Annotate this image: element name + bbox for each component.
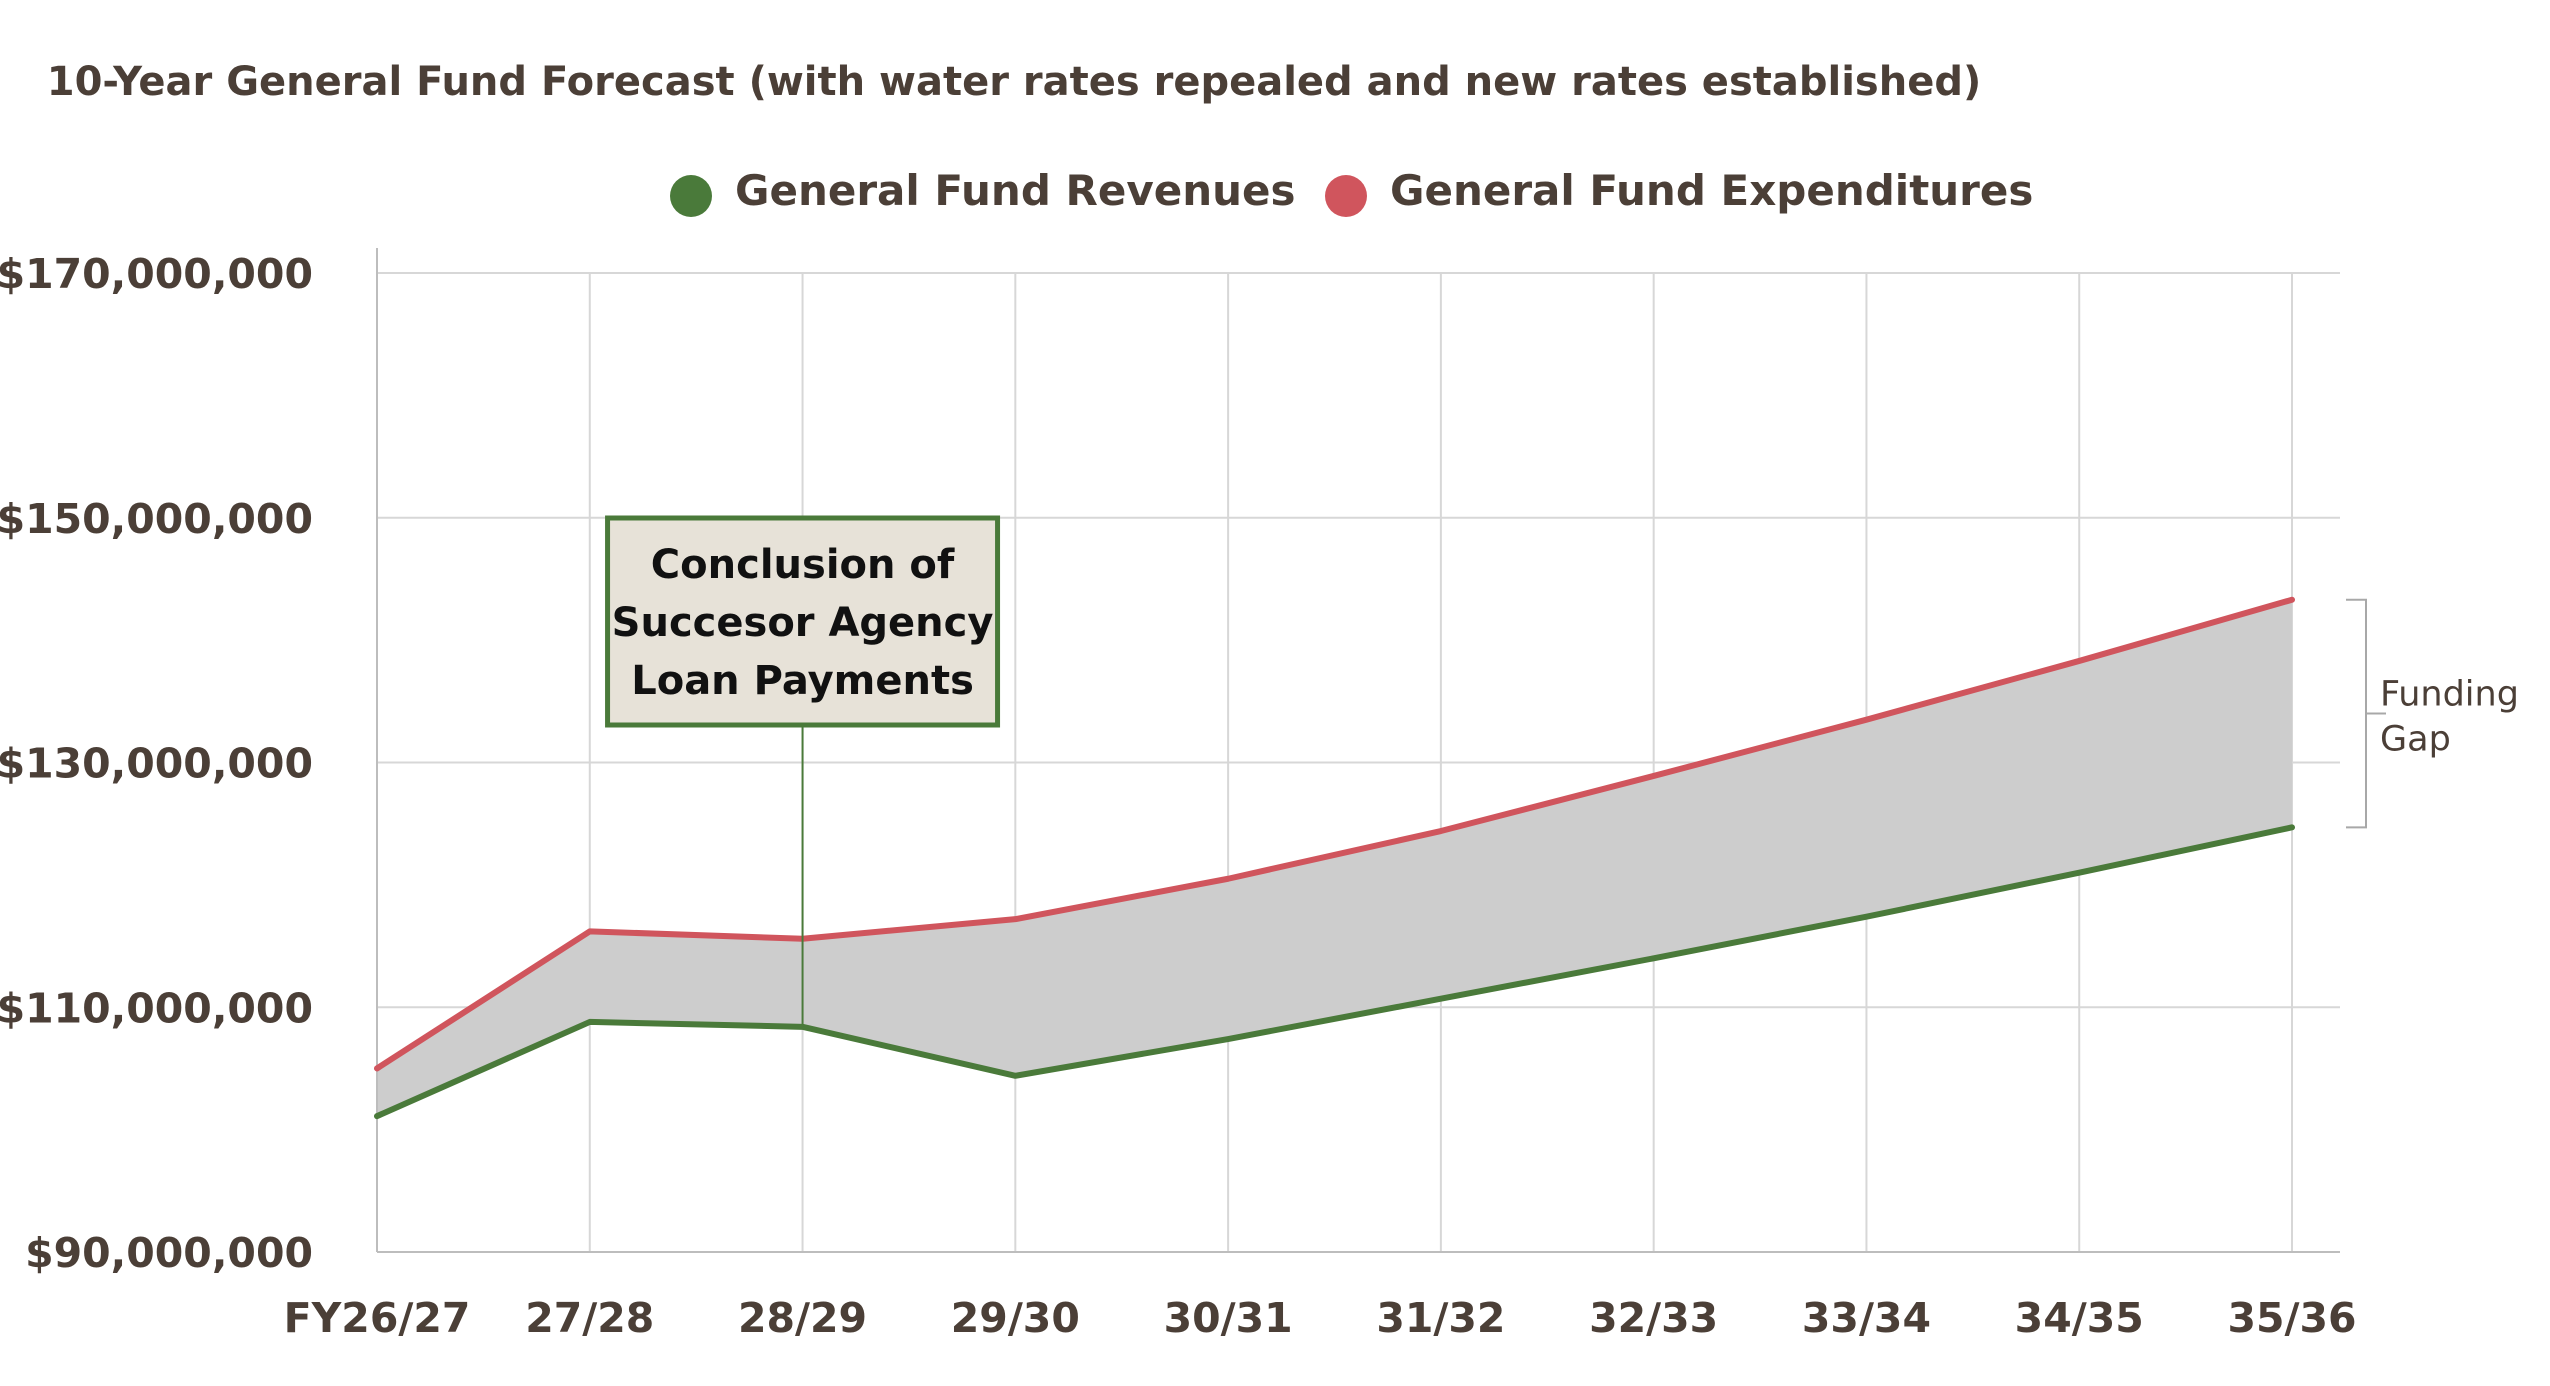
x-tick-label-0: FY26/27 — [284, 1294, 471, 1342]
series-line-1 — [374, 596, 2295, 1072]
axes — [376, 248, 2340, 1253]
y-tick-label-4: $170,000,000 — [0, 250, 313, 298]
legend-marker-1 — [1325, 175, 1367, 217]
x-tick-label-8: 34/35 — [2015, 1294, 2144, 1342]
y-tick-label-3: $150,000,000 — [0, 495, 313, 543]
gap-label-line-0: Funding — [2380, 675, 2519, 715]
legend-label-1: General Fund Expenditures — [1390, 166, 2033, 215]
annotation-text-line-2: Loan Payments — [631, 658, 974, 704]
x-tick-label-2: 28/29 — [738, 1294, 867, 1342]
x-tick-label-7: 33/34 — [1802, 1294, 1931, 1342]
x-axis-tick-labels: FY26/27 27/28 28/29 29/30 30/31 31/32 32/33 33/… — [284, 1294, 2357, 1342]
legend-label-0: General Fund Revenues — [735, 166, 1295, 215]
series-lines — [374, 596, 2295, 1120]
y-axis-tick-labels: $90,000,000 $110,000,000 $130,000,000 $150,… — [0, 250, 313, 1277]
x-tick-label-1: 27/28 — [525, 1294, 654, 1342]
y-tick-label-1: $110,000,000 — [0, 984, 313, 1032]
y-tick-label-2: $130,000,000 — [0, 740, 313, 788]
x-tick-label-4: 30/31 — [1164, 1294, 1293, 1342]
chart-title: 10-Year General Fund Forecast (with wate… — [47, 59, 1982, 105]
funding-gap-bracket: Funding Gap — [2346, 598, 2519, 829]
annotation-text-line-0: Conclusion of — [651, 542, 955, 588]
series-line-0 — [374, 824, 2295, 1120]
annotation-box — [605, 515, 1001, 728]
annotation-text-line-1: Succesor Agency — [612, 600, 994, 646]
legend: General Fund Revenues General Fund Expend… — [670, 166, 2033, 217]
x-tick-label-6: 32/33 — [1589, 1294, 1718, 1342]
x-tick-label-3: 29/30 — [951, 1294, 1080, 1342]
y-tick-label-0: $90,000,000 — [25, 1229, 313, 1277]
x-tick-label-5: 31/32 — [1376, 1294, 1505, 1342]
x-tick-label-9: 35/36 — [2227, 1294, 2356, 1342]
gap-label-line-1: Gap — [2380, 720, 2451, 760]
legend-marker-0 — [670, 175, 712, 217]
annotation-callout: Conclusion of Succesor Agency Loan Payment… — [605, 515, 1001, 1027]
gap-bracket-line — [2346, 598, 2386, 829]
